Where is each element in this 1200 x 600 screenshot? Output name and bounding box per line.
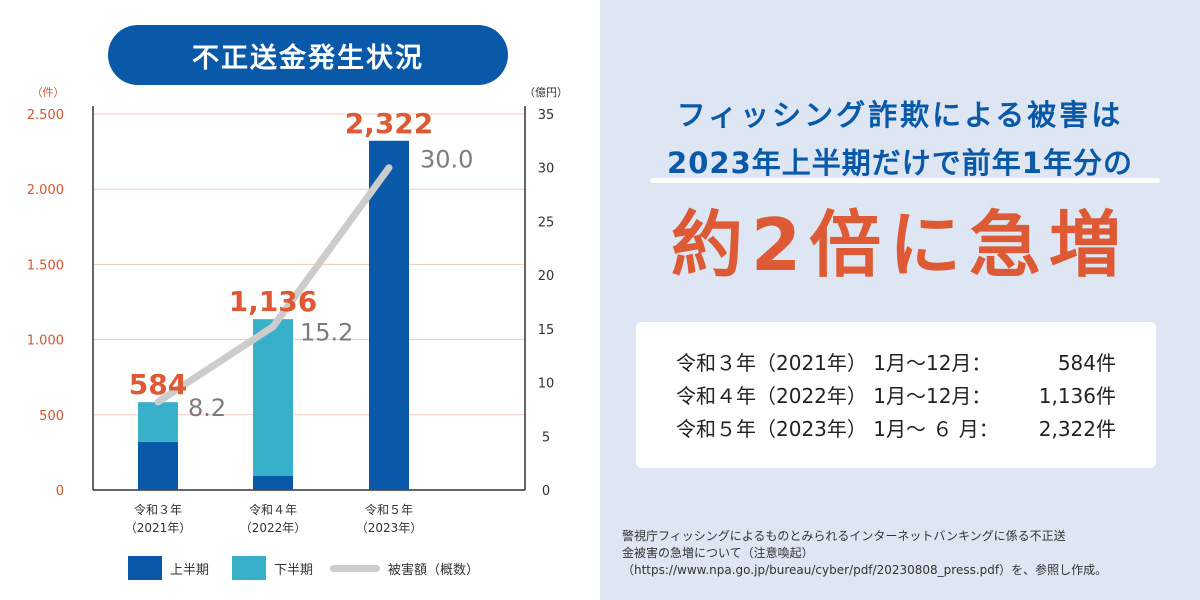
legend-item-second-half: 下半期: [232, 556, 313, 580]
y-tick-label-right: 20: [538, 269, 555, 284]
y-tick-label-right: 15: [538, 323, 555, 338]
damage-value-label: 8.2: [188, 394, 226, 422]
y-tick-label-left: 0: [56, 484, 64, 499]
stats-count: 584件: [1057, 351, 1116, 375]
summary-panel: [600, 0, 1200, 600]
footnote-line: （https://www.npa.go.jp/bureau/cyber/pdf/…: [622, 563, 1108, 577]
legend-item-first-half: 上半期: [128, 556, 209, 580]
legend-item-damage: 被害額（概数）: [330, 556, 479, 580]
legend-swatch-first-half: [128, 556, 162, 580]
headline-underline: [650, 178, 1160, 183]
x-category-sublabel: （2022年）: [240, 521, 307, 535]
y-tick-label-right: 0: [542, 484, 550, 499]
stats-era: 令和５年（2023年） 1月〜 ６ 月：: [676, 417, 999, 441]
chart: 0 500 1.000 1.500 2.000 2.500 0 5 10 15 20 25 30 35 （件…: [27, 86, 568, 535]
y-tick-label-right: 10: [538, 377, 555, 392]
legend-label-second-half: 下半期: [274, 562, 314, 578]
headline-big: 約2倍に急増: [670, 203, 1130, 287]
damage-value-label: 30.0: [420, 146, 473, 174]
y-tick-label-left: 2.000: [27, 183, 64, 198]
y-tick-label-left: 2.500: [27, 108, 64, 123]
bar-second-half: [253, 319, 293, 476]
bar-total-label: 1,136: [229, 285, 318, 318]
x-category-label: 令和５年: [365, 502, 413, 517]
x-category-sublabel: （2021年）: [125, 521, 192, 535]
legend-swatch-second-half: [232, 556, 266, 580]
bar-first-half: [369, 140, 409, 491]
bar-total-label: 584: [129, 368, 187, 401]
headline-line-2: 2023年上半期だけで前年1年分の: [667, 146, 1133, 180]
y-tick-label-right: 35: [538, 108, 555, 123]
legend-label-damage: 被害額（概数）: [388, 562, 480, 578]
bar-first-half: [253, 475, 293, 490]
stats-row: 令和５年（2023年） 1月〜 ６ 月： 2,322件: [676, 413, 1116, 443]
source-footnote: 警視庁フィッシングによるものとみられるインターネットバンキングに係る不正送 金被…: [622, 528, 1182, 579]
bar-first-half: [138, 441, 178, 490]
y-tick-label-left: 1.500: [27, 258, 64, 273]
stats-era: 令和４年（2022年） 1月〜12月：: [676, 384, 992, 408]
y-tick-label-right: 5: [542, 430, 550, 445]
y-tick-label-left: 1.000: [27, 334, 64, 349]
damage-value-label: 15.2: [300, 319, 353, 347]
y-axis-unit-left: （件）: [32, 86, 65, 99]
damage-line: [154, 164, 393, 406]
stats-count: 1,136件: [1038, 384, 1116, 408]
footnote-line: 金被害の急増について（注意喚起）: [622, 546, 814, 560]
bar-total-label: 2,322: [345, 107, 434, 140]
legend-label-first-half: 上半期: [170, 562, 210, 578]
x-category-label: 令和３年: [134, 502, 182, 517]
headline-line-1: フィッシング詐欺による被害は: [676, 98, 1124, 132]
bar-second-half: [138, 402, 178, 442]
stats-row: 令和４年（2022年） 1月〜12月： 1,136件: [676, 380, 1116, 410]
x-category-label: 令和４年: [249, 502, 297, 517]
legend-line-damage: [330, 564, 380, 572]
y-tick-label-left: 500: [39, 409, 64, 424]
footnote-line: 警視庁フィッシングによるものとみられるインターネットバンキングに係る不正送: [622, 529, 1066, 543]
y-tick-label-right: 25: [538, 215, 555, 230]
stats-count: 2,322件: [1038, 417, 1116, 441]
chart-panel: [0, 0, 600, 600]
stats-era: 令和３年（2021年） 1月〜12月：: [676, 351, 992, 375]
y-axis-unit-right: （億円）: [524, 86, 568, 99]
stats-box: 令和３年（2021年） 1月〜12月： 584件 令和４年（2022年） 1月〜…: [636, 322, 1156, 468]
chart-title: 不正送金発生状況: [108, 25, 508, 85]
x-category-sublabel: （2023年）: [356, 521, 423, 535]
y-tick-label-right: 30: [538, 162, 555, 177]
stats-row: 令和３年（2021年） 1月〜12月： 584件: [676, 347, 1116, 377]
